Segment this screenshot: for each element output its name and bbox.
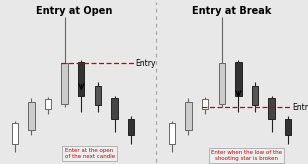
Text: Enter when the low of the
shooting star is broken: Enter when the low of the shooting star … [211,150,282,161]
Bar [219,63,225,104]
Bar [12,123,18,144]
Bar [269,98,275,119]
Bar [111,98,118,119]
Text: Enter at the open
of the next candle: Enter at the open of the next candle [65,148,115,159]
Bar [202,99,208,109]
Bar [62,63,68,104]
Bar [128,119,134,135]
Bar [28,102,34,130]
Bar [95,86,101,105]
Text: Entry at Break: Entry at Break [192,6,271,16]
Bar [235,62,241,95]
Bar [185,102,192,130]
Bar [78,62,84,95]
Bar [45,99,51,109]
Text: Entry: Entry [135,59,156,68]
Bar [252,86,258,105]
Bar [285,119,291,135]
Text: Entry: Entry [292,102,308,112]
Text: Entry at Open: Entry at Open [36,6,113,16]
Bar [169,123,175,144]
